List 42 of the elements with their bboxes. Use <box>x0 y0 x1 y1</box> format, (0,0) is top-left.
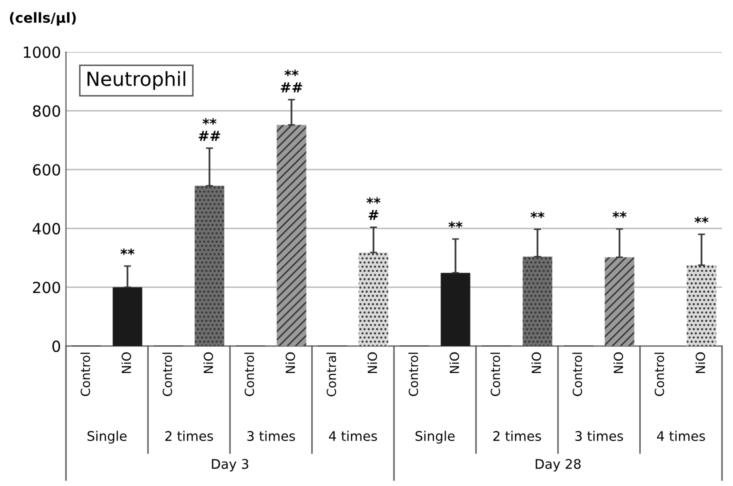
y-tick-label: 800 <box>32 105 60 117</box>
text: Single <box>416 430 455 444</box>
annotation: ** <box>612 211 626 218</box>
annotation: ** <box>530 212 544 218</box>
y-tick-label: 1000 <box>24 46 60 58</box>
x-tick-label: Control <box>80 352 90 396</box>
x-tick-label: Control <box>654 352 664 396</box>
x-tick-label: NiO <box>449 352 460 374</box>
y-tick-label: 200 <box>33 282 60 294</box>
y-axis-title: (cells/μl) <box>10 12 76 26</box>
annotation: ** # <box>366 197 380 220</box>
x-tick-label: Control <box>408 352 418 396</box>
x-tick-label: NiO <box>203 352 214 374</box>
x-tick-label: Control <box>490 352 500 396</box>
x-tick-label: Control <box>162 352 172 396</box>
y-tick-label: 600 <box>33 164 60 176</box>
x-tick-label: Control <box>244 352 254 396</box>
text: 2 times <box>165 430 213 442</box>
text: 4 times <box>657 430 705 442</box>
text: Day 3 <box>212 458 248 472</box>
x-tick-label: NiO <box>695 352 706 374</box>
annotation: ** <box>448 221 462 228</box>
text: Neutrophil <box>88 71 186 90</box>
annotation: ** ## <box>198 118 220 141</box>
text: 3 times <box>575 430 623 442</box>
y-tick-label: 0 <box>52 340 60 352</box>
text: 3 times <box>247 430 295 442</box>
annotation: ** <box>120 248 134 255</box>
annotation: ** ## <box>280 70 302 92</box>
text: Day 28 <box>536 458 581 472</box>
x-tick-label: NiO <box>121 352 132 374</box>
x-tick-label: Contral <box>326 352 336 396</box>
text: 4 times <box>328 430 377 442</box>
text: 2 times <box>493 430 541 442</box>
text: Single <box>88 430 127 444</box>
x-tick-label: Control <box>572 352 582 396</box>
x-tick-label: NiO <box>285 352 296 374</box>
annotation: ** <box>694 216 708 224</box>
x-tick-label: NiO <box>531 352 542 374</box>
x-tick-label: NiO <box>367 352 378 374</box>
y-tick-label: 400 <box>32 222 60 234</box>
x-tick-label: NiO <box>613 352 624 374</box>
